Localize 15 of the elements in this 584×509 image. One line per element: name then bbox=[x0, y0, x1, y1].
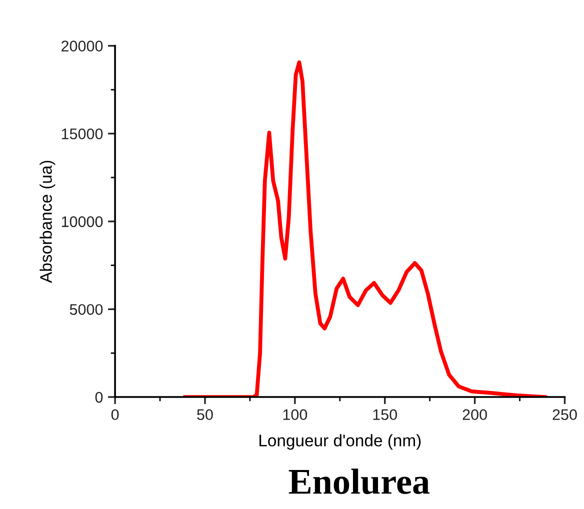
x-tick-label: 200 bbox=[462, 409, 487, 420]
y-tick-label: 15000 bbox=[62, 128, 103, 140]
y-tick-label: 5000 bbox=[70, 304, 103, 315]
x-tick-label: 100 bbox=[283, 409, 308, 420]
y-tick-label: 0 bbox=[95, 392, 103, 403]
x-tick-label: 50 bbox=[197, 409, 213, 420]
line-series bbox=[183, 60, 548, 398]
x-axis-title: Longueur d'onde (nm) bbox=[260, 434, 421, 450]
y-axis-title: Absorbance (ua) bbox=[40, 160, 56, 283]
x-tick-label: 0 bbox=[111, 409, 119, 420]
x-tick-label: 250 bbox=[552, 409, 577, 420]
x-tick-label: 150 bbox=[373, 409, 398, 420]
y-tick-label: 10000 bbox=[62, 216, 103, 228]
y-tick-label: 20000 bbox=[62, 40, 103, 52]
text: Enolurea bbox=[288, 468, 430, 494]
